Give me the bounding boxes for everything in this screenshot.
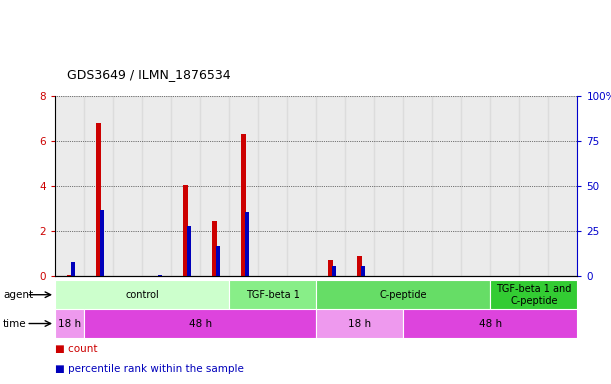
Bar	[461, 96, 490, 276]
Bar	[84, 96, 113, 276]
Bar	[345, 96, 374, 276]
Bar	[246, 212, 249, 276]
Bar	[316, 280, 490, 309]
Bar	[188, 226, 191, 276]
Bar	[229, 280, 316, 309]
Text: 18 h: 18 h	[58, 318, 81, 329]
Text: ■ count: ■ count	[55, 344, 98, 354]
Bar	[183, 185, 188, 276]
Text: time: time	[3, 318, 27, 329]
Bar	[200, 96, 229, 276]
Bar	[241, 134, 246, 276]
Bar	[287, 96, 316, 276]
Bar	[158, 275, 162, 276]
Bar	[71, 262, 75, 276]
Bar	[332, 266, 336, 276]
Bar	[212, 221, 218, 276]
Bar	[357, 256, 362, 276]
Text: TGF-beta 1 and
C-peptide: TGF-beta 1 and C-peptide	[496, 284, 571, 306]
Bar	[216, 246, 220, 276]
Bar	[229, 96, 258, 276]
Text: 48 h: 48 h	[479, 318, 502, 329]
Bar	[67, 275, 72, 276]
Bar	[374, 96, 403, 276]
Bar	[258, 96, 287, 276]
Bar	[549, 96, 577, 276]
Bar	[113, 96, 142, 276]
Text: control: control	[125, 290, 159, 300]
Bar	[403, 309, 577, 338]
Text: TGF-beta 1: TGF-beta 1	[246, 290, 299, 300]
Text: GDS3649 / ILMN_1876534: GDS3649 / ILMN_1876534	[67, 68, 231, 81]
Text: 18 h: 18 h	[348, 318, 371, 329]
Bar	[55, 309, 84, 338]
Bar	[55, 96, 84, 276]
Bar	[328, 260, 334, 276]
Text: agent: agent	[3, 290, 33, 300]
Bar	[432, 96, 461, 276]
Bar	[84, 309, 316, 338]
Bar	[316, 96, 345, 276]
Bar	[96, 123, 101, 276]
Bar	[100, 210, 104, 276]
Bar	[403, 96, 433, 276]
Bar	[362, 266, 365, 276]
Text: ■ percentile rank within the sample: ■ percentile rank within the sample	[55, 364, 244, 374]
Bar	[316, 309, 403, 338]
Bar	[490, 96, 519, 276]
Bar	[55, 280, 229, 309]
Text: 48 h: 48 h	[189, 318, 211, 329]
Text: C-peptide: C-peptide	[379, 290, 427, 300]
Bar	[519, 96, 549, 276]
Bar	[171, 96, 200, 276]
Bar	[490, 280, 577, 309]
Bar	[142, 96, 171, 276]
